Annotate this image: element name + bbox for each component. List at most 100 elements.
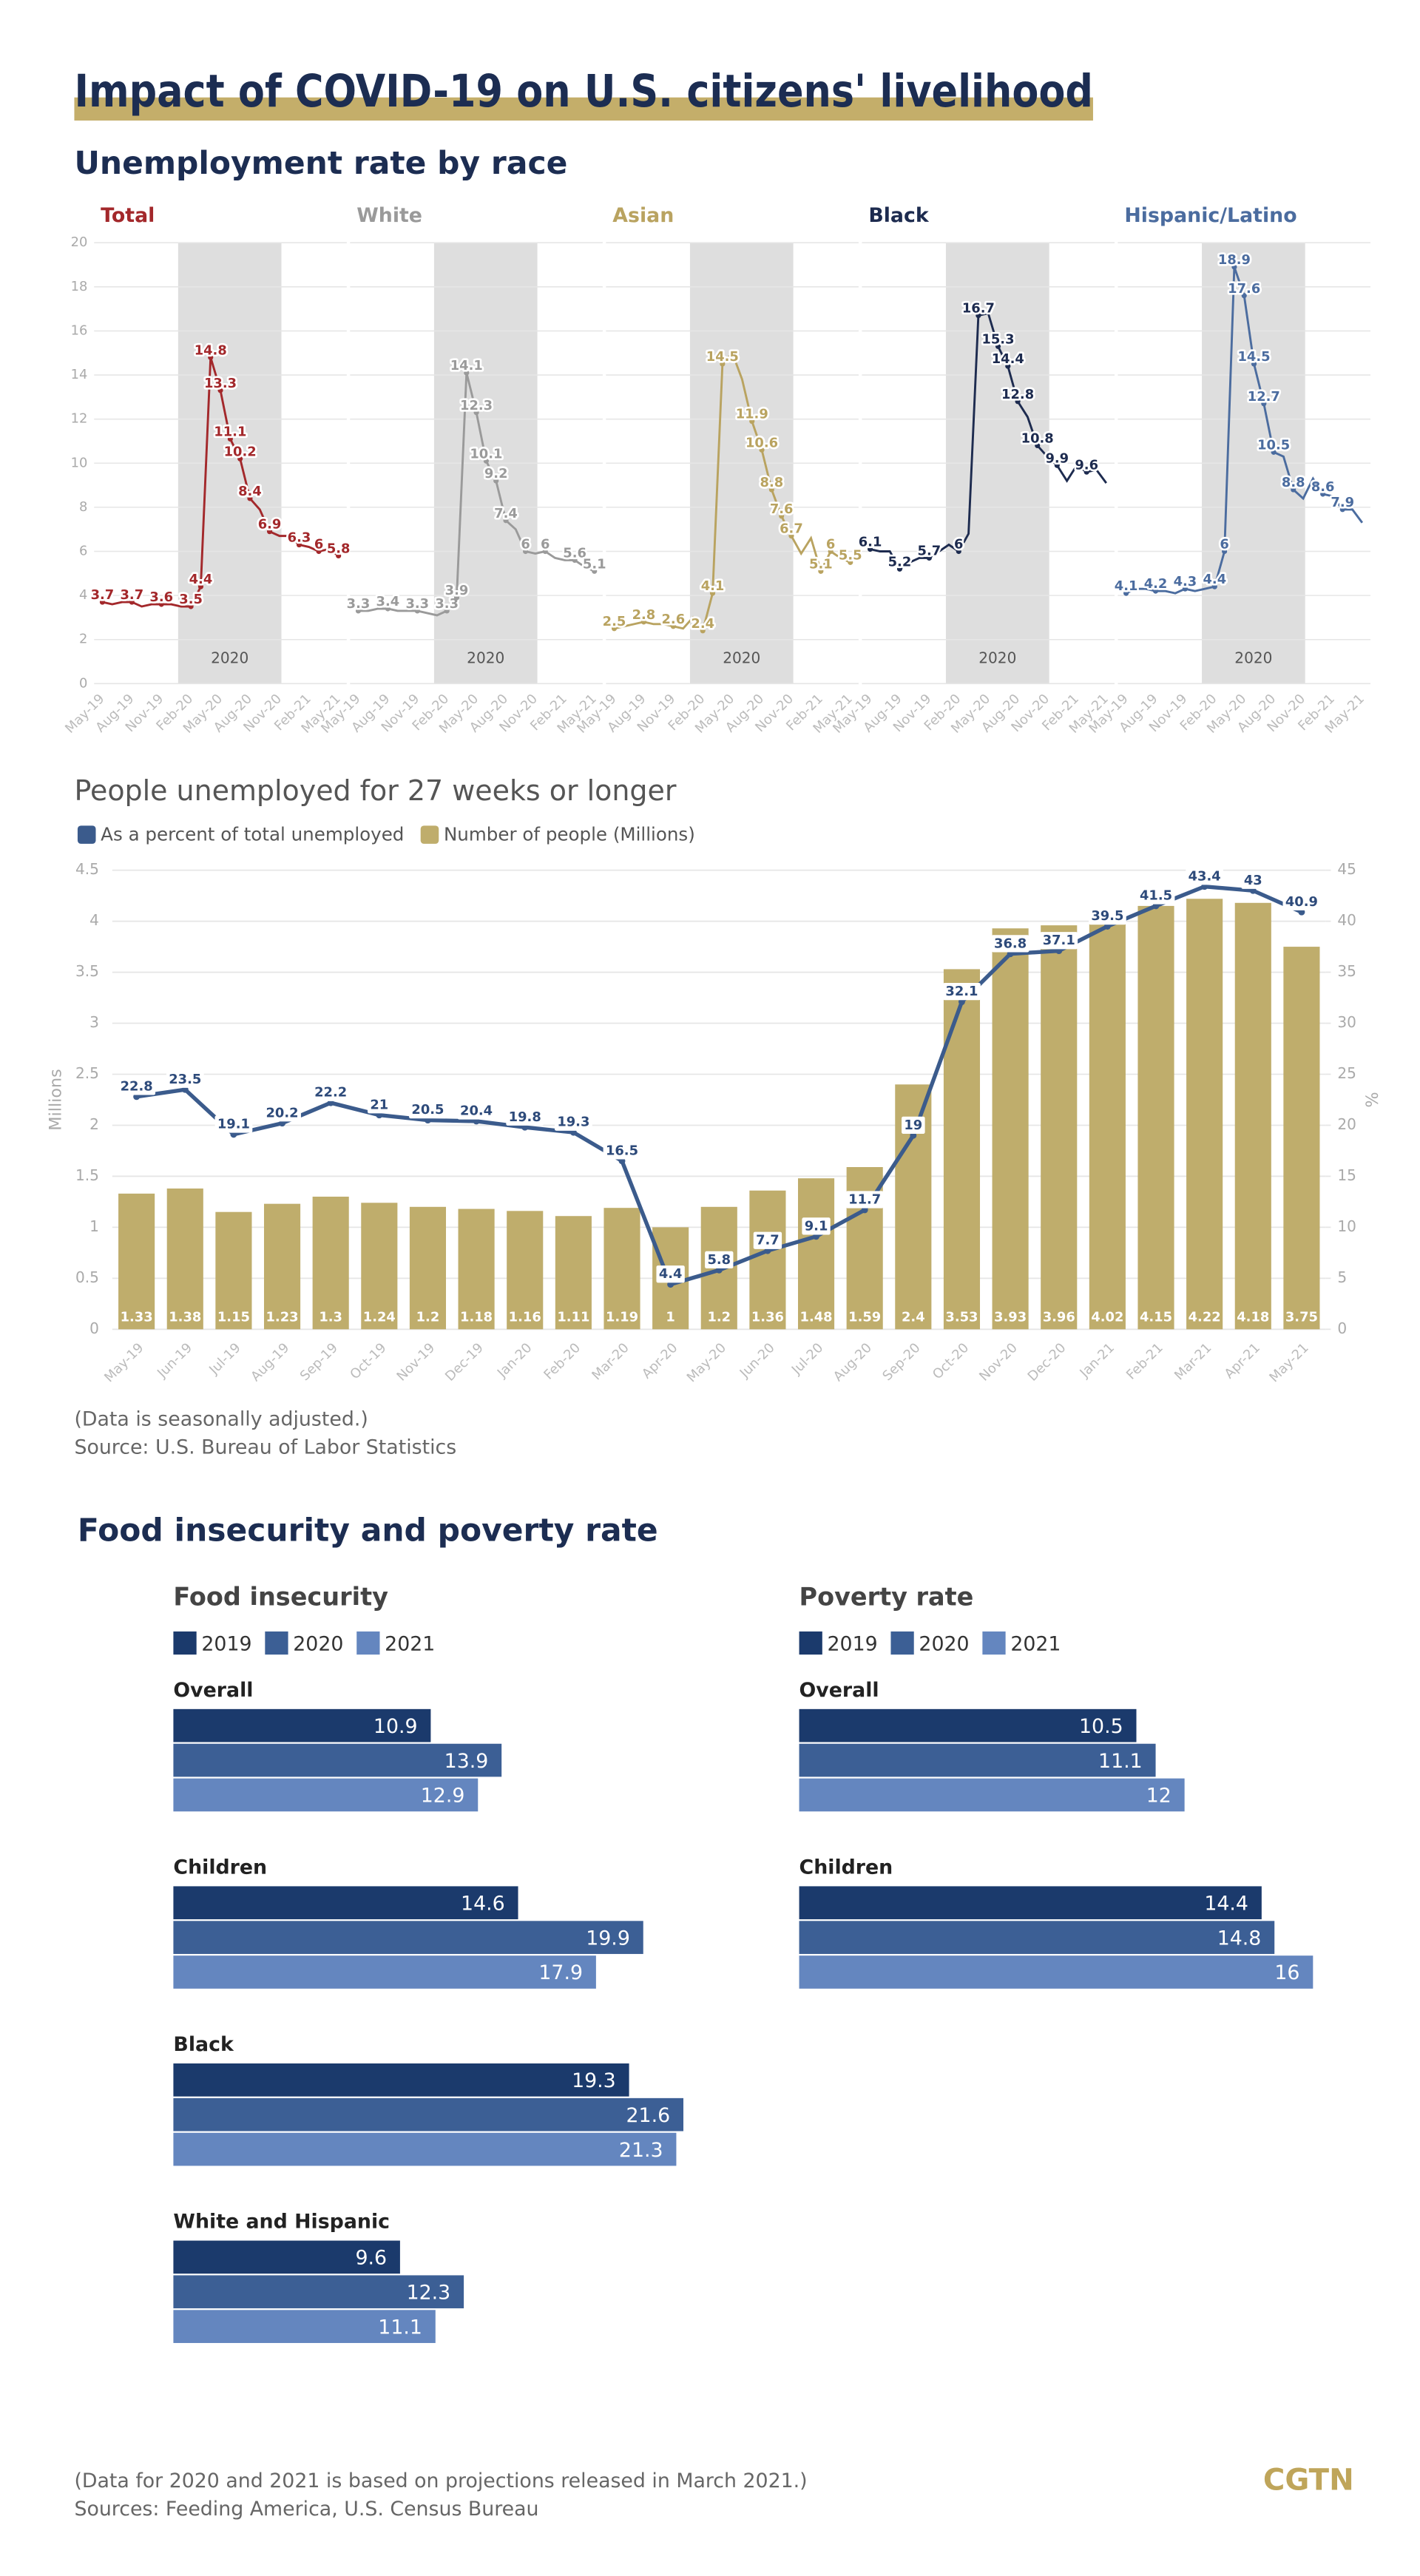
category-label: Children [173,1856,267,1879]
y-tick-label: 10 [71,455,88,470]
point [208,354,214,360]
point [1211,584,1217,589]
data-label: 5.1 [809,556,833,572]
point [910,1132,917,1139]
data-label: 6 [541,537,550,552]
footnote: (Data for 2020 and 2021 is based on proj… [74,2469,807,2492]
chart-title: People unemployed for 27 weeks or longer [74,774,676,807]
bar-label: 16 [1274,1961,1299,1984]
point [1251,361,1257,367]
y2-axis-title: % [1362,1092,1381,1107]
data-label: 4.2 [1144,576,1168,592]
y-tick-label: 2 [89,1115,99,1133]
data-label: 6 [954,537,963,552]
data-label: 20.2 [266,1105,299,1120]
data-label: 21 [370,1097,388,1112]
legend-swatch [420,825,439,844]
data-label: 12.7 [1248,389,1280,405]
y-tick-label: 12 [71,411,88,427]
legend-swatch [173,1631,197,1655]
point [958,998,965,1006]
legend-swatch [799,1631,822,1655]
label-box [1137,887,1175,905]
legend-swatch [265,1631,288,1655]
data-label: 4.3 [1174,574,1197,589]
bar-label: 11.1 [378,2316,422,2339]
data-label: 2.8 [632,607,656,623]
data-label: 9.2 [484,466,508,481]
point [848,559,853,565]
y-tick-label: 8 [79,499,87,515]
point [197,584,204,589]
data-label: 12.8 [1001,387,1034,402]
y-tick-label: 4 [89,911,99,929]
point [1298,908,1305,916]
data-label: 5.6 [563,545,586,561]
period-label: 2020 [1234,649,1272,666]
category-label: Black [173,2033,234,2056]
data-label: 6 [826,537,835,552]
point [715,1266,723,1274]
data-label: 4.1 [1115,578,1138,594]
data-label: 22.2 [314,1085,347,1101]
point [1339,507,1345,513]
bar-label: 10.5 [1079,1715,1123,1738]
bar [749,1190,786,1330]
bar [799,1743,1156,1777]
x-tick-label: Dec-19 [442,1340,487,1385]
point [1005,363,1011,369]
bar-label: 1.3 [319,1310,342,1325]
point [542,548,548,555]
point [569,1129,577,1136]
period-label: 2020 [467,649,504,666]
bar-label: 1.59 [848,1310,881,1325]
bar [173,2310,436,2343]
bar [1283,947,1320,1330]
y-tick-label: 18 [71,279,88,294]
point [1231,264,1237,270]
point [1261,401,1267,407]
data-label: 6 [1220,537,1228,552]
point [700,628,706,634]
data-label: 6.7 [780,521,803,537]
point [473,1118,480,1125]
bar [361,1203,398,1330]
label-box [554,1113,592,1131]
data-label: 18.9 [1218,252,1251,268]
y2-tick-label: 35 [1337,962,1356,980]
data-label: 39.5 [1091,908,1123,924]
x-tick-label: Nov-20 [976,1340,1021,1385]
y2-tick-label: 5 [1337,1268,1347,1286]
bar [173,1886,518,1920]
bar-label: 1.19 [606,1310,638,1325]
point [1241,293,1247,299]
label-box [1241,871,1265,889]
data-label: 5.7 [918,544,941,559]
y-tick-label: 1.5 [75,1166,99,1184]
data-label: 20.4 [460,1103,493,1119]
point [592,568,598,574]
bar [799,1778,1185,1812]
label-box [368,1096,391,1114]
x-tick-label: Mar-21 [1172,1340,1215,1384]
data-label: 11.7 [848,1192,881,1208]
y-tick-label: 6 [79,543,87,558]
period-label: 2020 [723,649,760,666]
data-label: 2.6 [662,612,686,627]
point [464,370,470,376]
legend-swatch [356,1631,380,1655]
source: Sources: Feeding America, U.S. Census Bu… [74,2498,538,2521]
category-label: Overall [173,1679,253,1702]
point [1103,923,1111,930]
bar-label: 1.16 [509,1310,541,1325]
point [1271,449,1277,455]
bar-label: 1.18 [460,1310,493,1325]
point [1015,399,1021,405]
x-tick-label: Oct-19 [347,1340,389,1382]
section-title: Food insecurity and poverty rate [78,1512,658,1549]
point [247,496,253,501]
bar-label: 14.6 [461,1892,505,1915]
point [749,419,755,425]
data-label: 4.4 [1203,572,1227,587]
bar-label: 4.02 [1091,1310,1123,1325]
